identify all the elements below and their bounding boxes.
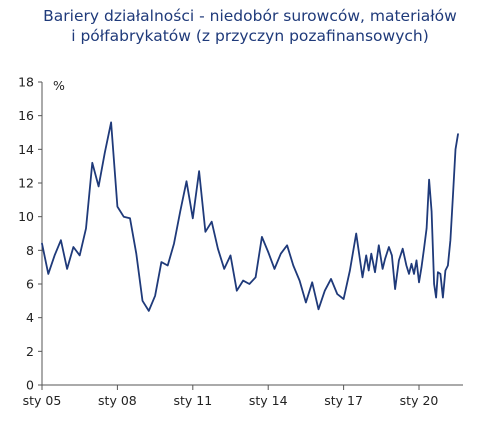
x-tick-label: sty 14: [249, 393, 288, 408]
series-line-0: [41, 121, 459, 312]
chart-series: [41, 121, 459, 312]
chart-title-line-1: Bariery działalności - niedobór surowców…: [43, 7, 457, 25]
x-tick-label: sty 08: [98, 393, 137, 408]
y-tick-label: 0: [26, 378, 34, 393]
chart-axes: 0 2 4 6 8 10 12 14 16 18 sty 05 sty 08 sty 11 sty 14 s…: [18, 75, 463, 408]
unit-label: %: [53, 78, 65, 93]
x-tick-label: sty 20: [400, 393, 439, 408]
x-tick-label: sty 05: [23, 393, 62, 408]
y-tick-label: 18: [18, 75, 34, 90]
y-tick-label: 10: [18, 209, 34, 224]
y-tick-label: 6: [26, 277, 34, 292]
y-tick-label: 4: [26, 310, 34, 325]
chart-title: Bariery działalności - niedobór surowców…: [0, 6, 500, 46]
y-tick-label: 8: [26, 243, 34, 258]
chart-title-line-2: i półfabrykatów (z przyczyn pozafinansow…: [71, 27, 429, 45]
y-tick-label: 2: [26, 344, 34, 359]
y-tick-label: 16: [18, 108, 34, 123]
y-tick-label: 12: [18, 176, 34, 191]
x-tick-label: sty 17: [324, 393, 363, 408]
x-tick-label: sty 11: [173, 393, 212, 408]
y-tick-label: 14: [18, 142, 34, 157]
